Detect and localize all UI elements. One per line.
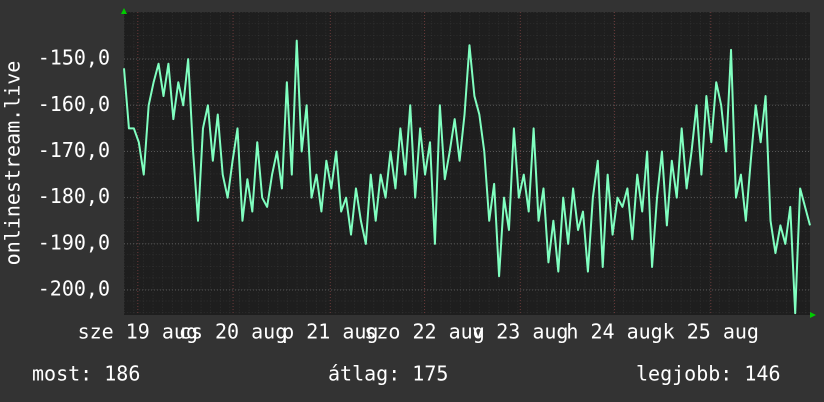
- minor-grid: [124, 12, 810, 315]
- y-tick-label: -150,0: [38, 46, 110, 70]
- y-tick-label: -200,0: [38, 277, 110, 301]
- y-tick-label: -190,0: [38, 230, 110, 254]
- x-tick-label: v 23 aug: [472, 320, 568, 344]
- x-tick-label: cs 20 aug: [179, 320, 287, 344]
- y-tick-label: -160,0: [38, 92, 110, 116]
- x-tick-label: h 24 aug: [566, 320, 662, 344]
- y-axis-label: onlinestream.live: [1, 61, 25, 266]
- y-tick-label: -180,0: [38, 184, 110, 208]
- axis-arrow: [121, 8, 127, 14]
- x-tick-label: p 21 aug: [282, 320, 378, 344]
- stat-best: legjobb: 146: [636, 362, 781, 386]
- y-tick-label: -170,0: [38, 138, 110, 162]
- data-line: [123, 39, 811, 315]
- stat-now: most: 186: [32, 362, 140, 386]
- stat-average: átlag: 175: [328, 362, 448, 386]
- x-tick-label: sze 19 aug: [78, 320, 198, 344]
- x-tick-label: k 25 aug: [663, 320, 759, 344]
- x-tick-label: szo 22 aug: [364, 320, 484, 344]
- axis-arrow: [810, 312, 816, 318]
